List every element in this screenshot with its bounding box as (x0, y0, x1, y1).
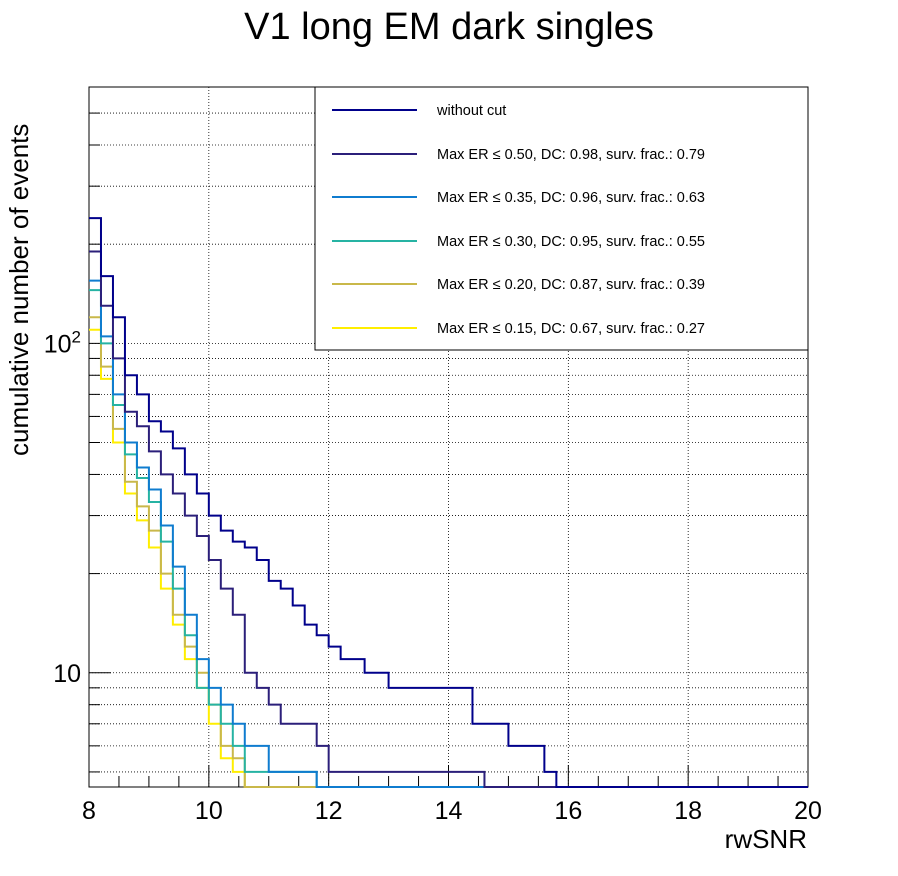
legend-box (314, 86, 809, 351)
x-tick-label: 14 (435, 797, 463, 825)
legend-entry-label: Max ER ≤ 0.50, DC: 0.98, surv. frac.: 0.… (437, 147, 705, 163)
x-tick-label: 12 (315, 797, 343, 825)
legend-entry-label: without cut (436, 103, 506, 119)
x-tick-label: 20 (794, 797, 822, 825)
series-layer (89, 217, 808, 788)
y-tick-label: 10 (53, 660, 81, 688)
series-line (89, 250, 808, 788)
legend-entry-label: Max ER ≤ 0.35, DC: 0.96, surv. frac.: 0.… (437, 190, 705, 206)
x-tick-label: 18 (674, 797, 702, 825)
legend-entry-label: Max ER ≤ 0.30, DC: 0.95, surv. frac.: 0.… (437, 234, 705, 250)
x-tick-label: 16 (554, 797, 582, 825)
x-tick-label: 10 (195, 797, 223, 825)
legend: without cut Max ER ≤ 0.50, DC: 0.98, surv… (314, 86, 809, 351)
series-line (89, 316, 808, 788)
y-tick-label: 102 (44, 327, 81, 358)
y-axis-title: cumulative number of events (4, 124, 34, 456)
legend-entry-label: Max ER ≤ 0.15, DC: 0.67, surv. frac.: 0.… (437, 321, 705, 337)
chart-title: V1 long EM dark singles (244, 6, 654, 48)
series-line (89, 217, 808, 788)
series-line (89, 328, 808, 788)
x-tick-label: 8 (82, 797, 96, 825)
x-axis-title: rwSNR (725, 824, 807, 854)
legend-entry-label: Max ER ≤ 0.20, DC: 0.87, surv. frac.: 0.… (437, 277, 705, 293)
series-line (89, 279, 808, 788)
axis-ticks: 8 10 12 14 16 18 20 10 102 (44, 112, 822, 825)
